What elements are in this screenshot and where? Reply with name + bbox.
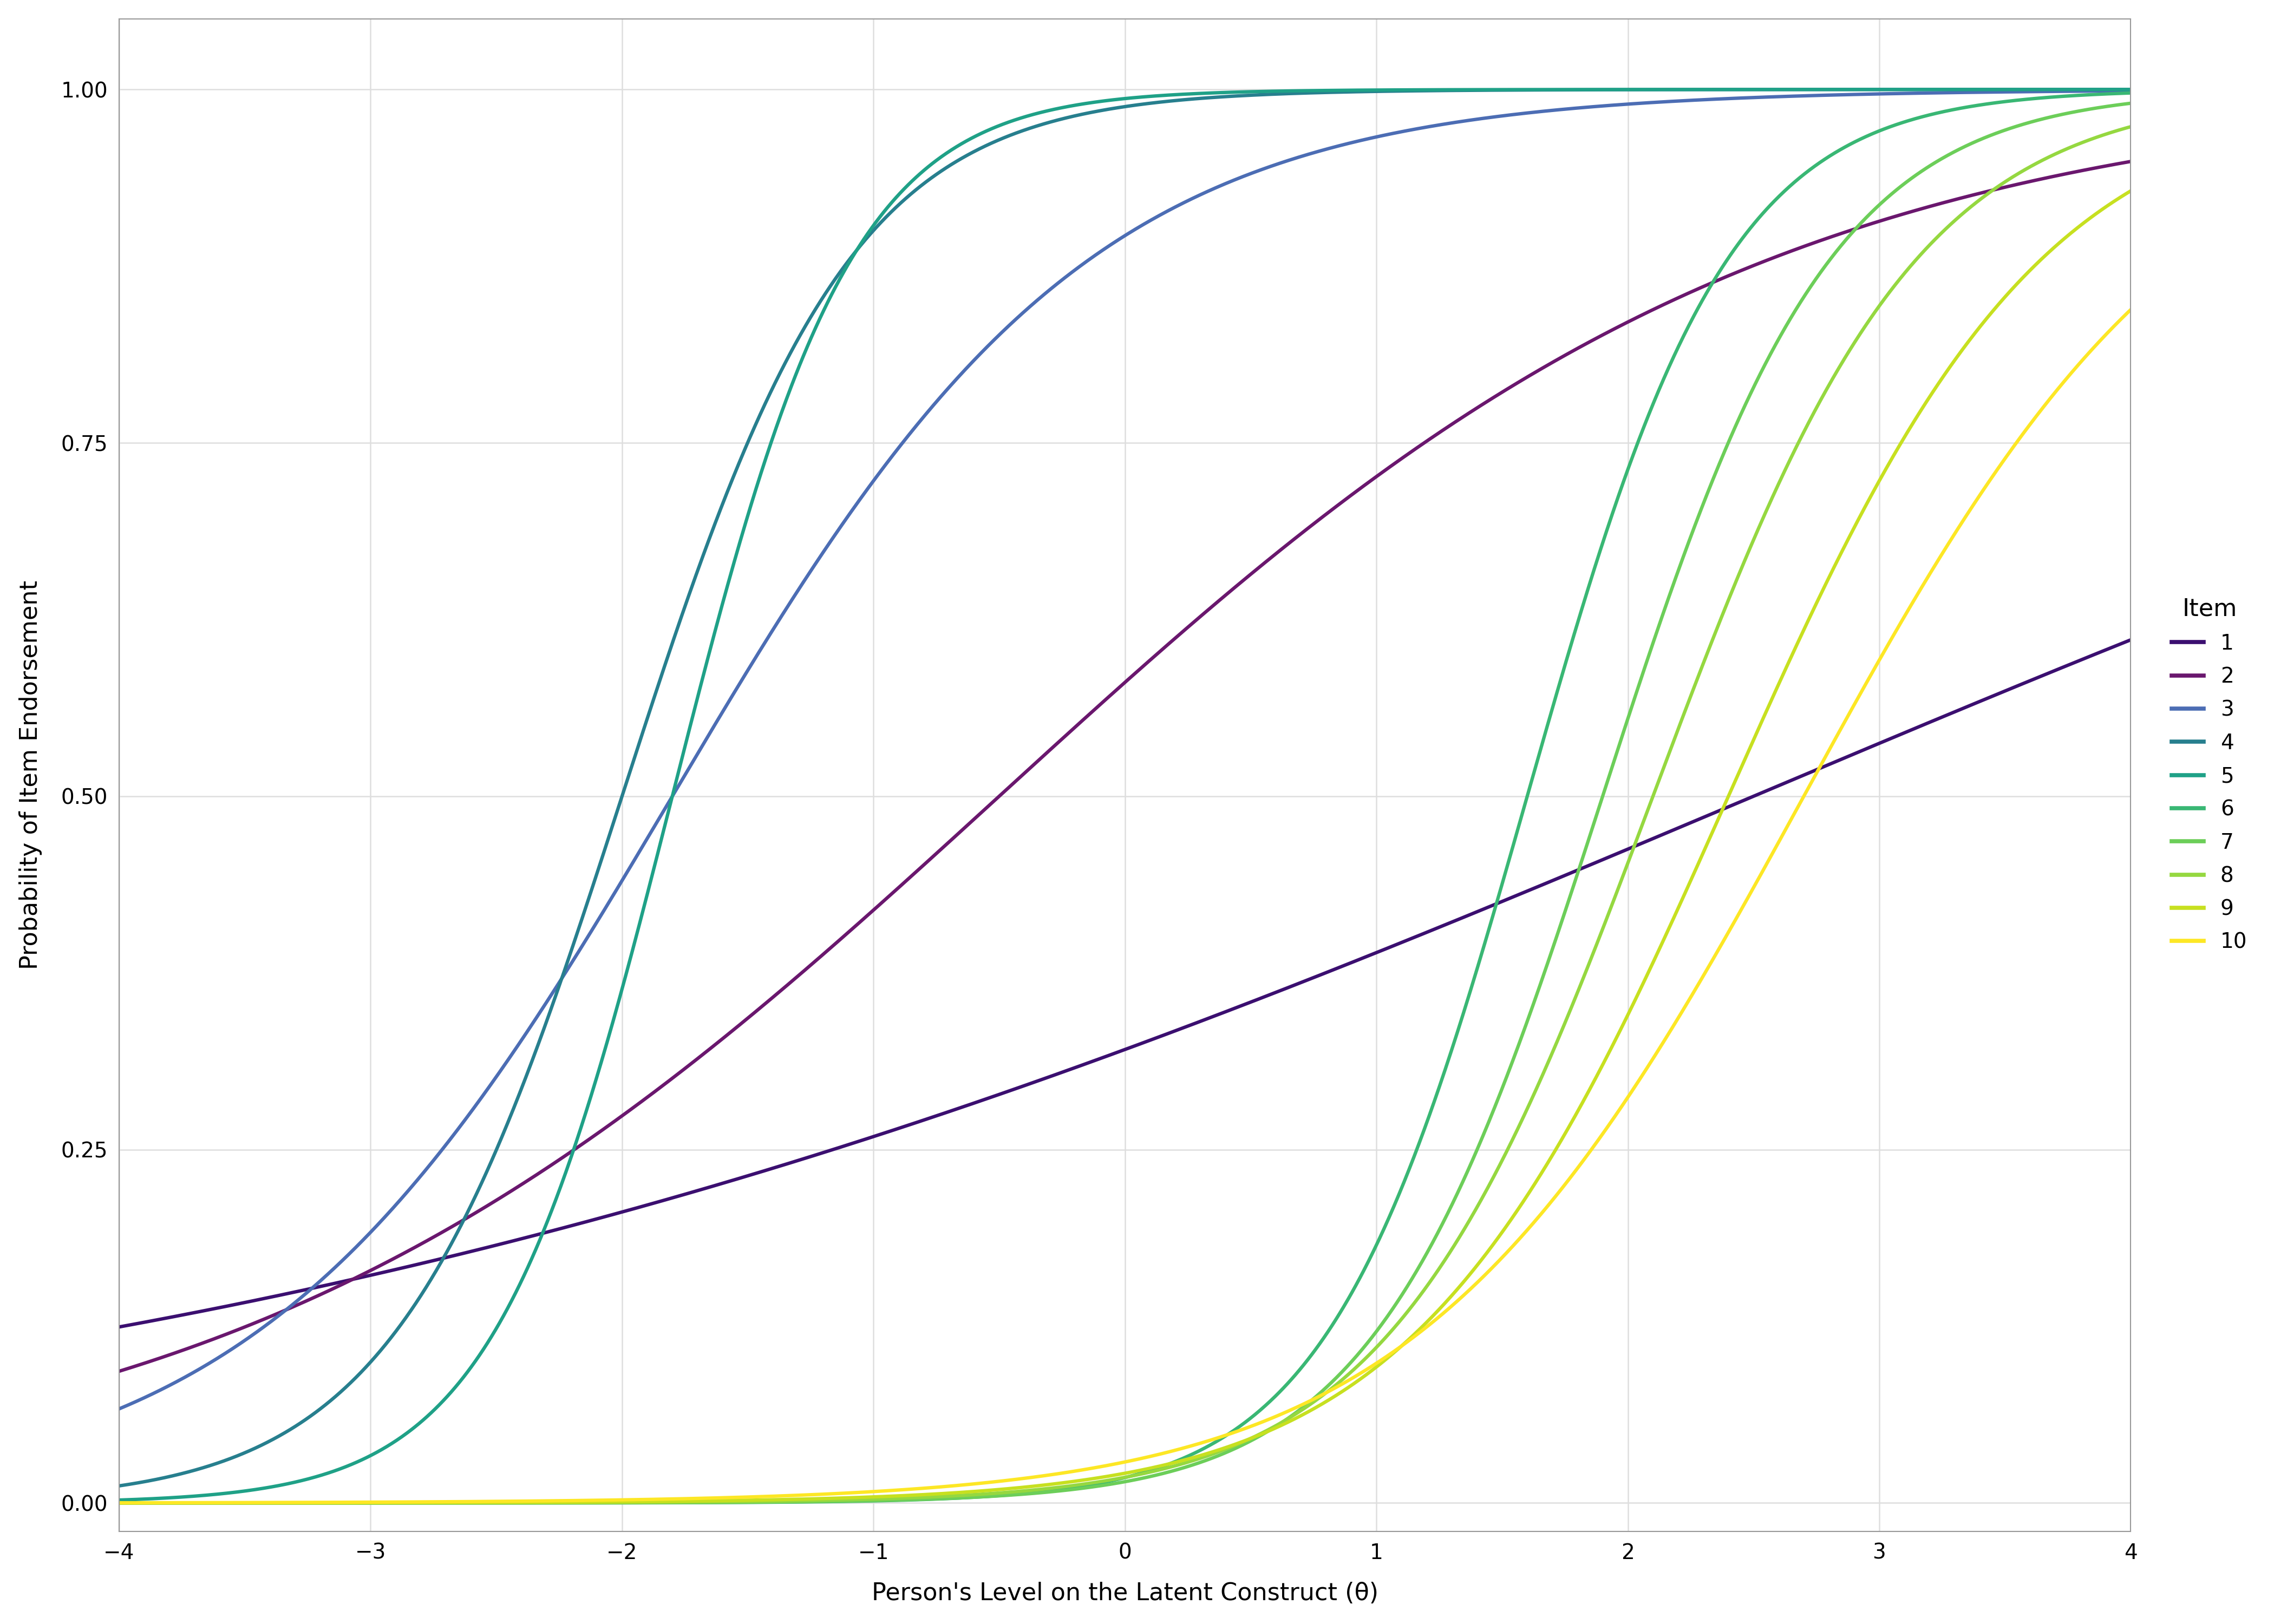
X-axis label: Person's Level on the Latent Construct (θ): Person's Level on the Latent Construct (… (871, 1582, 1378, 1605)
Y-axis label: Probability of Item Endorsement: Probability of Item Endorsement (18, 580, 43, 970)
Legend: 1, 2, 3, 4, 5, 6, 7, 8, 9, 10: 1, 2, 3, 4, 5, 6, 7, 8, 9, 10 (2160, 586, 2258, 963)
